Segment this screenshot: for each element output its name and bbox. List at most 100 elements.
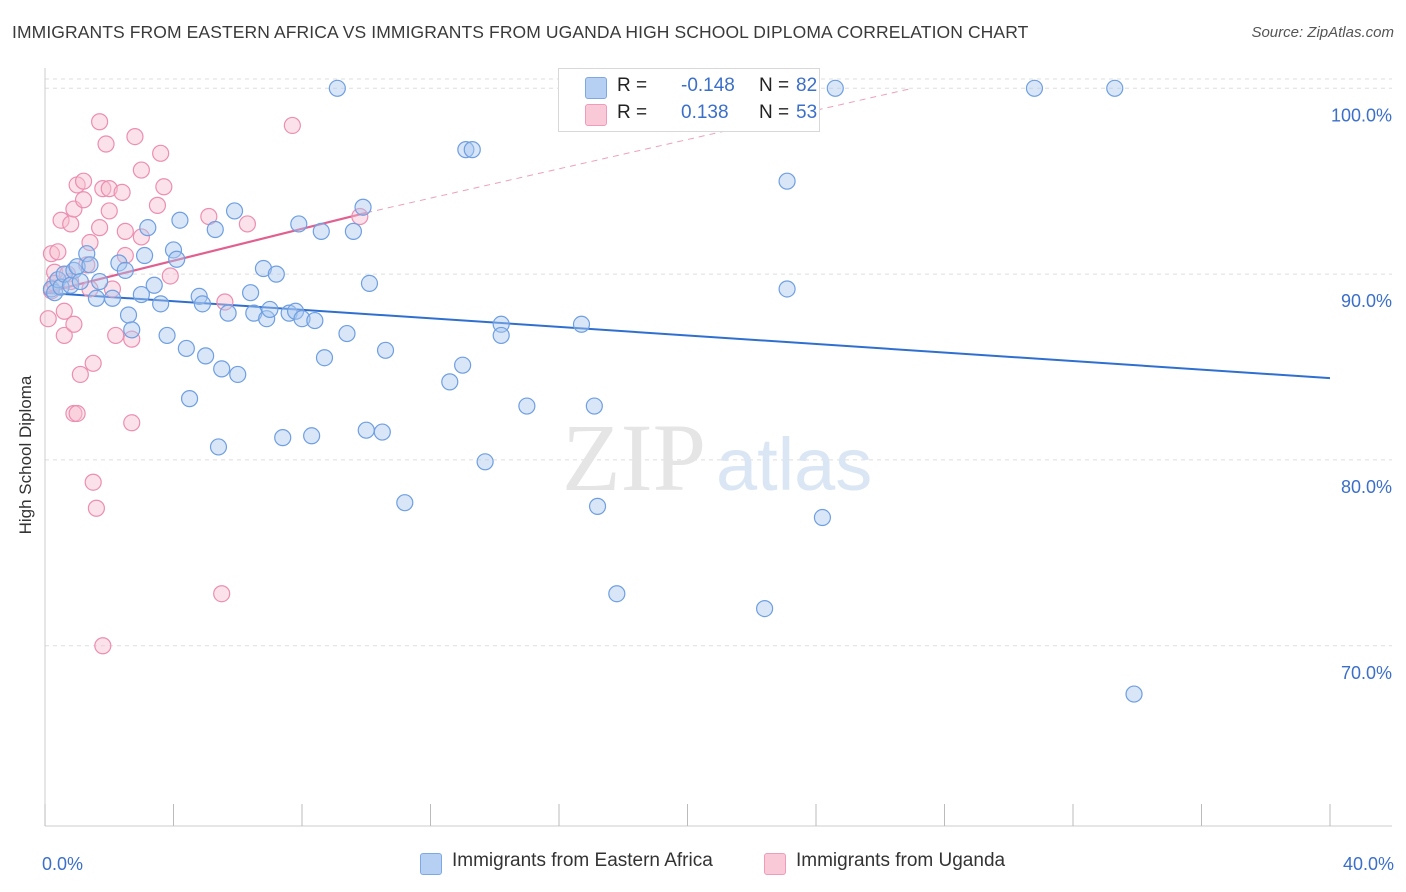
- legend-r-label: R =: [617, 102, 648, 123]
- eastern-africa-point: [180, 390, 199, 408]
- eastern-africa-point: [164, 241, 183, 259]
- eastern-africa-point: [242, 284, 260, 302]
- eastern-africa-point: [588, 497, 607, 515]
- uganda-point: [213, 585, 231, 603]
- eastern-africa-point: [119, 306, 138, 324]
- uganda-point: [107, 326, 125, 345]
- uganda-point: [94, 180, 112, 198]
- uganda-point: [71, 365, 89, 384]
- eastern-africa-point: [476, 453, 494, 471]
- watermark-atlas: atlas: [716, 423, 872, 506]
- eastern-africa-point: [360, 274, 379, 293]
- eastern-africa-point: [338, 324, 356, 343]
- uganda-point: [351, 207, 369, 226]
- eastern-africa-point: [225, 202, 244, 220]
- uganda-point: [155, 178, 173, 196]
- eastern-africa-point: [303, 427, 321, 445]
- uganda-point: [283, 116, 301, 135]
- eastern-africa-point: [258, 310, 276, 328]
- eastern-africa-point: [193, 295, 212, 313]
- uganda-point: [132, 161, 150, 179]
- eastern-africa-point: [71, 272, 89, 291]
- uganda-point: [84, 473, 102, 491]
- uganda-point: [65, 315, 83, 333]
- eastern-africa-point: [219, 304, 237, 322]
- eastern-africa-point: [813, 508, 832, 527]
- eastern-africa-point: [91, 272, 109, 291]
- eastern-africa-point: [135, 246, 154, 265]
- y-tick-label: 90.0%: [1341, 291, 1392, 311]
- eastern-africa-point: [152, 295, 170, 313]
- eastern-africa-point: [518, 397, 536, 415]
- gridlines: [45, 78, 1392, 647]
- eastern-africa-point: [229, 365, 247, 384]
- y-tick-label: 80.0%: [1341, 477, 1392, 497]
- uganda-point: [81, 233, 99, 252]
- trend-line-uganda-extension: [366, 87, 913, 214]
- uganda-point: [94, 637, 112, 655]
- uganda-point: [161, 267, 179, 285]
- uganda-point: [126, 128, 144, 146]
- eastern-africa-point: [139, 219, 157, 237]
- eastern-africa-point: [315, 349, 334, 367]
- eastern-africa-point: [376, 341, 395, 359]
- eastern-africa-point: [373, 423, 391, 441]
- eastern-africa-point: [454, 356, 472, 374]
- eastern-africa-point: [328, 79, 346, 97]
- legend-n-value: 82: [796, 75, 818, 96]
- uganda-point: [91, 113, 109, 131]
- eastern-africa-point: [145, 276, 163, 294]
- eastern-africa-point: [463, 141, 481, 159]
- eastern-africa-point: [177, 339, 195, 358]
- eastern-africa-point: [306, 311, 324, 330]
- eastern-africa-point: [267, 265, 285, 283]
- eastern-africa-point: [608, 585, 626, 603]
- uganda-point: [49, 243, 67, 261]
- eastern-africa-point: [254, 259, 273, 278]
- uganda-point: [91, 219, 109, 237]
- uganda-point: [74, 172, 93, 190]
- eastern-africa-point: [755, 599, 774, 618]
- eastern-africa-point: [158, 326, 176, 345]
- tick-labels: 70.0% 80.0% 90.0% 100.0% 0.0% 40.0%: [42, 105, 1394, 874]
- uganda-point: [148, 196, 167, 214]
- y-tick-label: 100.0%: [1331, 105, 1392, 125]
- legend-swatch-pink: [585, 104, 607, 126]
- series-label-uganda: Immigrants from Uganda: [796, 850, 1006, 871]
- eastern-africa-point: [103, 289, 122, 307]
- eastern-africa-point: [457, 141, 475, 159]
- uganda-point: [123, 330, 141, 348]
- series-legend: Immigrants from Eastern Africa Immigrant…: [0, 850, 1406, 878]
- eastern-africa-point: [572, 315, 591, 333]
- eastern-africa-point: [357, 421, 375, 439]
- chart-title: IMMIGRANTS FROM EASTERN AFRICA VS IMMIGR…: [12, 22, 1029, 42]
- uganda-point: [123, 414, 141, 432]
- trend-line-eastern-africa: [44, 291, 1331, 380]
- eastern-africa-point: [206, 220, 224, 239]
- eastern-africa-point: [778, 280, 796, 298]
- legend-n-label: N =: [759, 75, 790, 96]
- uganda-point: [216, 293, 234, 311]
- eastern-africa-point: [171, 211, 189, 229]
- eastern-africa-points: [42, 79, 1143, 703]
- uganda-point: [84, 354, 102, 372]
- eastern-africa-point: [293, 310, 311, 328]
- eastern-africa-point: [344, 222, 362, 240]
- eastern-africa-point: [274, 429, 292, 447]
- legend-r-label: R =: [617, 75, 648, 96]
- watermark-zip: ZIP: [562, 404, 706, 511]
- legend-swatch-blue: [585, 77, 607, 99]
- eastern-africa-point: [1106, 79, 1124, 97]
- legend-n-label: N =: [759, 102, 790, 123]
- eastern-africa-point: [78, 245, 96, 263]
- eastern-africa-point: [1125, 685, 1143, 703]
- eastern-africa-point: [245, 304, 263, 322]
- x-tick-label: 40.0%: [1343, 854, 1394, 874]
- eastern-africa-point: [354, 198, 372, 216]
- eastern-africa-point: [209, 438, 228, 456]
- uganda-point: [87, 499, 106, 517]
- legend-r-value: 0.138: [681, 102, 729, 123]
- uganda-point: [39, 310, 57, 328]
- uganda-point: [97, 135, 115, 153]
